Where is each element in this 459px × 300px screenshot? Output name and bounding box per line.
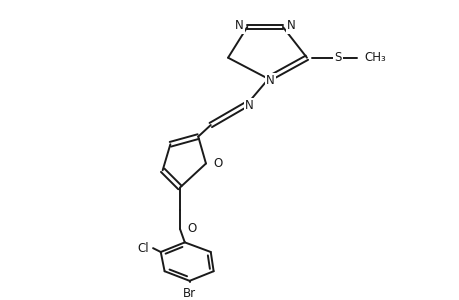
Text: CH₃: CH₃ [364,51,386,64]
Text: Cl: Cl [137,242,149,255]
Text: N: N [234,20,243,32]
Text: O: O [187,222,196,236]
Text: N: N [244,99,253,112]
Text: S: S [333,51,341,64]
Text: Br: Br [183,286,196,300]
Text: N: N [286,20,295,32]
Text: N: N [265,74,274,87]
Text: O: O [213,157,223,170]
